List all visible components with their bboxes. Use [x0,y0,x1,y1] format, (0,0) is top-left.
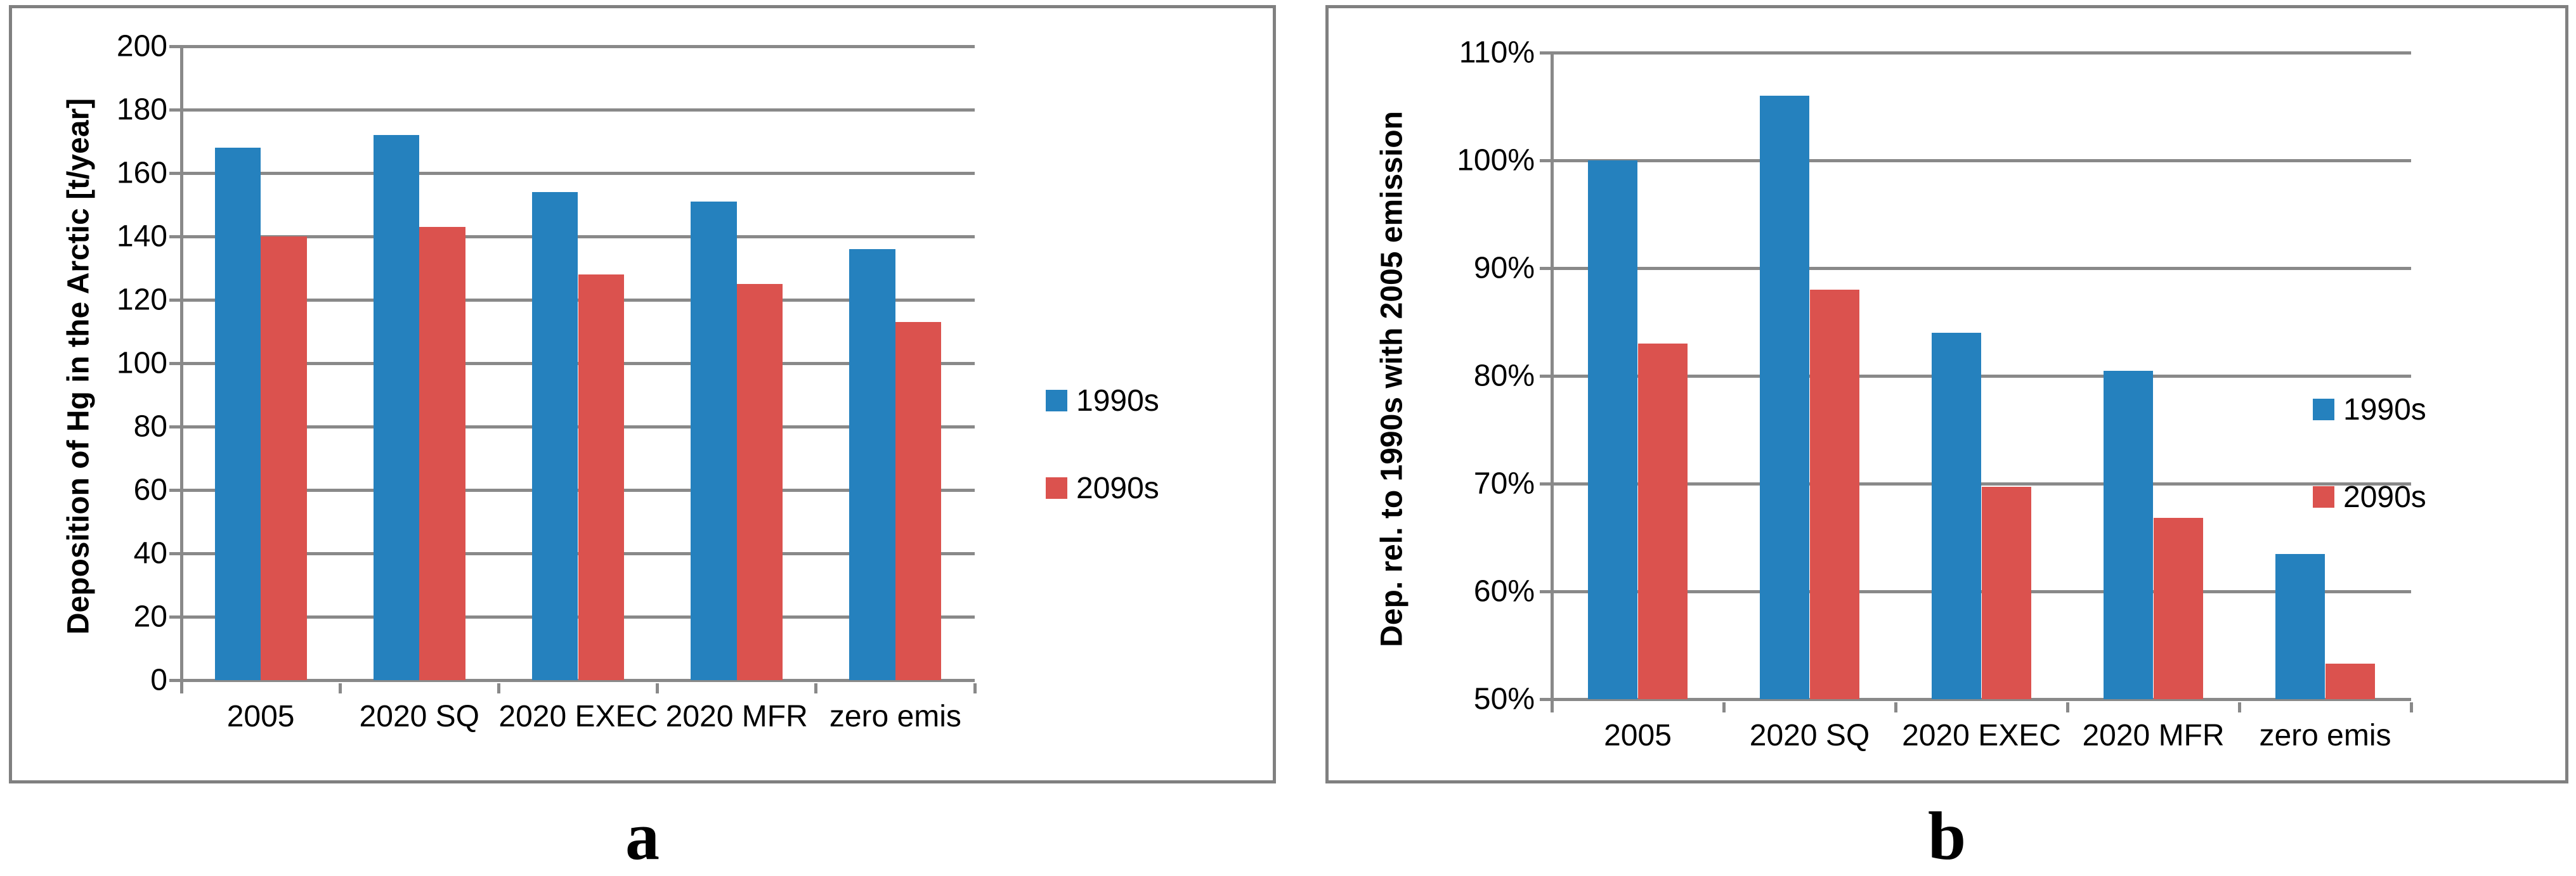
legend-swatch-2090s [1046,477,1067,499]
x-axis-tick [2065,702,2069,712]
x-category-label-2020 MFR: 2020 MFR [2082,719,2225,752]
gridline-50% [1540,697,2411,701]
y-tick-label-0: 0 [150,663,167,697]
bar-2090s-zero emis [895,322,942,680]
y-tick-label-20: 20 [133,600,167,634]
bar-1990s-zero emis [2275,553,2326,699]
y-tick-label-100%: 100% [1457,143,1535,177]
bar-2090s-2005 [261,236,307,680]
bar-2090s-2020 SQ [419,227,465,680]
x-category-label-2005: 2005 [1604,719,1672,752]
legend-entry-1990s: 1990s [2313,393,2426,427]
bar-2090s-2020 SQ [1809,290,1860,699]
bar-1990s-2020 SQ [373,135,420,680]
y-tick-label-50%: 50% [1473,682,1535,716]
legend-swatch-1990s [1046,390,1067,411]
panel-caption-a: a [625,799,660,874]
x-axis-tick [2237,702,2241,712]
legend-label-2090s: 2090s [1076,471,1159,505]
legend-entry-2090s: 2090s [1046,472,1159,505]
x-category-label-2020 SQ: 2020 SQ [359,700,480,733]
y-tick-label-60: 60 [133,473,167,507]
x-axis-tick [2409,702,2413,712]
y-axis-line [180,45,183,693]
x-category-label-2020 EXEC: 2020 EXEC [1902,719,2061,752]
y-axis-tick-labels: 50% 60% 70% 80% 90% 100% 110% [1344,36,1535,716]
y-tick-label-40: 40 [133,536,167,570]
y-tick-label-200: 200 [116,29,167,63]
legend-entry-2090s: 2090s [2313,480,2426,514]
bar-2090s-2020 EXEC [1981,487,2032,699]
legend-entry-1990s: 1990s [1046,384,1159,418]
x-axis-tick [338,683,342,693]
chart-panel-b: Dep. rel. to 1990s with 2005 emission 50… [1325,5,2568,783]
x-axis-tick [656,683,660,693]
y-tick-label-110%: 110% [1459,35,1535,70]
x-category-label-2020 MFR: 2020 MFR [665,700,808,733]
legend: 1990s 2090s [1046,384,1159,562]
y-tick-label-70%: 70% [1473,467,1535,501]
bar-1990s-2020 SQ [1759,96,1810,699]
bar-2090s-2005 [1637,344,1688,699]
panel-caption-b: b [1927,799,1967,874]
y-tick-label-90%: 90% [1473,251,1535,285]
x-category-label-2020 SQ: 2020 SQ [1749,719,1870,752]
legend-swatch-2090s [2313,486,2334,508]
plot-area [1540,51,2413,712]
bar-2090s-2020 MFR [2153,518,2204,699]
y-tick-label-180: 180 [116,93,167,127]
x-category-label-zero emis: zero emis [829,700,961,733]
bar-1990s-2020 EXEC [531,192,578,680]
gridline-160 [169,171,975,175]
bar-1990s-2020 MFR [2103,370,2154,699]
bar-2090s-zero emis [2325,663,2376,699]
gridline-110% [1540,51,2411,55]
x-axis-tick [1722,702,1726,712]
gridline-90% [1540,266,2411,270]
legend-label-1990s: 1990s [1076,383,1159,418]
x-axis-tick [973,683,977,693]
x-category-label-2005: 2005 [226,700,295,733]
y-tick-label-120: 120 [116,283,167,317]
legend-swatch-1990s [2313,399,2334,420]
gridline-100% [1540,158,2411,162]
chart-panel-a: Deposition of Hg in the Arctic [t/year] … [9,5,1276,783]
bar-1990s-2005 [214,148,261,680]
x-category-label-2020 EXEC: 2020 EXEC [498,700,658,733]
y-tick-label-60%: 60% [1473,574,1535,609]
gridline-0 [169,678,975,682]
x-axis-tick [497,683,500,693]
plot-area [169,44,977,693]
x-axis-tick [1894,702,1897,712]
legend-label-2090s: 2090s [2343,480,2426,514]
bar-1990s-2020 EXEC [1931,333,1982,699]
y-axis-tick-labels: 0 20 40 60 80 100 120 140 160 180 200 [22,30,167,697]
bar-1990s-zero emis [849,249,895,680]
y-tick-label-80%: 80% [1473,359,1535,393]
y-tick-label-80: 80 [133,409,167,444]
legend-label-1990s: 1990s [2343,392,2426,427]
bar-1990s-2020 MFR [691,202,737,680]
legend: 1990s 2090s [2313,393,2426,571]
x-axis-tick [814,683,818,693]
y-tick-label-100: 100 [116,346,167,380]
bar-2090s-2020 EXEC [578,274,625,680]
bar-2090s-2020 MFR [736,284,783,680]
gridline-200 [169,44,975,48]
y-axis-line [1551,51,1554,712]
bar-1990s-2005 [1587,160,1638,699]
x-category-label-zero emis: zero emis [2259,719,2391,752]
y-tick-label-140: 140 [116,219,167,254]
gridline-180 [169,108,975,112]
y-tick-label-160: 160 [116,156,167,190]
